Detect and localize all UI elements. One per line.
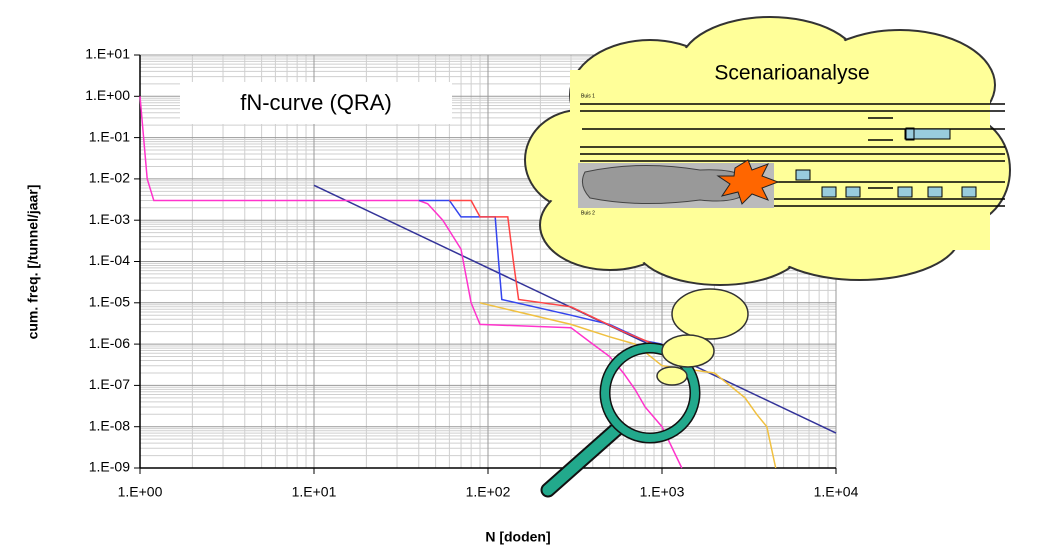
y-tick-label: 1.E-08 <box>89 417 130 433</box>
y-tick-label: 1.E-06 <box>89 335 130 351</box>
y-tick-label: 1.E+00 <box>85 87 130 103</box>
cloud-title: Scenarioanalyse <box>714 62 869 85</box>
chart-title: fN-curve (QRA) <box>240 90 392 115</box>
y-tick-label: 1.E-01 <box>89 128 130 144</box>
y-tick-label: 1.E-07 <box>89 376 130 392</box>
x-tick-label: 1.E+00 <box>118 484 163 500</box>
y-axis-title: cum. freq. [/tunnel/jaar] <box>25 185 41 340</box>
x-tick-label: 1.E+01 <box>292 484 337 500</box>
x-tick-label: 1.E+04 <box>814 484 859 500</box>
y-tick-label: 1.E-09 <box>89 459 130 475</box>
y-tick-label: 1.E+01 <box>85 46 130 62</box>
y-tick-label: 1.E-05 <box>89 294 130 310</box>
tube-label: Buis 1 <box>581 93 595 99</box>
x-tick-label: 1.E+03 <box>640 484 685 500</box>
y-tick-label: 1.E-04 <box>89 252 130 268</box>
y-tick-label: 1.E-02 <box>89 170 130 186</box>
cloud: Scenarioanalyse Buis 1 Buis 2 <box>525 17 1010 285</box>
x-axis-title: N [doden] <box>485 529 550 545</box>
x-tick-label: 1.E+02 <box>466 484 511 500</box>
tube-label: Buis 2 <box>581 210 595 216</box>
y-tick-label: 1.E-03 <box>89 211 130 227</box>
chart: 1.E+00 1.E+01 1.E+02 1.E+03 1.E+04 1.E+01 1.E+… <box>0 0 1038 548</box>
